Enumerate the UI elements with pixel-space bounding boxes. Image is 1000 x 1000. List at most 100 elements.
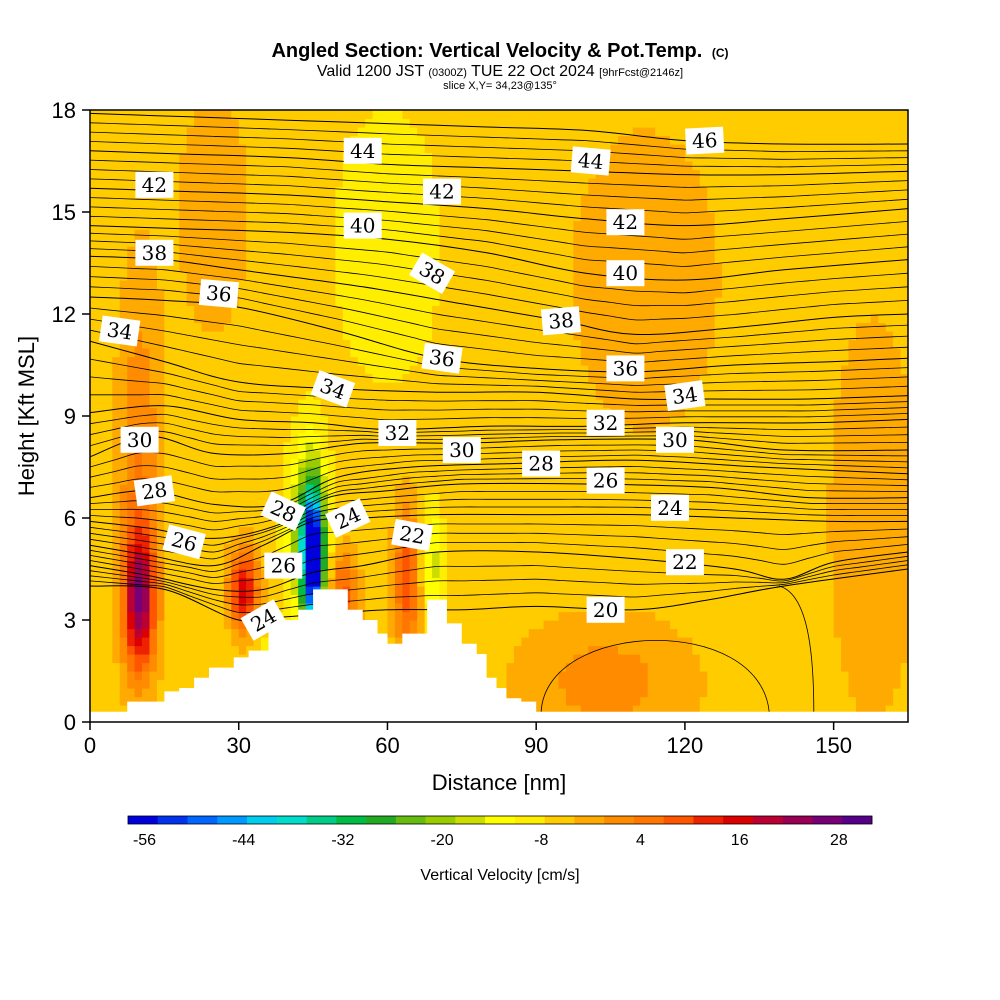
velocity-cell: [164, 679, 173, 689]
velocity-cell: [499, 518, 508, 528]
velocity-cell: [171, 611, 180, 621]
velocity-cell: [112, 458, 121, 468]
velocity-cell: [573, 535, 582, 545]
velocity-cell: [484, 441, 493, 451]
velocity-cell: [365, 356, 374, 366]
velocity-cell: [580, 603, 589, 613]
velocity-cell: [528, 195, 537, 205]
velocity-cell: [164, 467, 173, 477]
velocity-cell: [499, 186, 508, 196]
velocity-cell: [603, 688, 612, 698]
velocity-cell: [305, 373, 314, 383]
velocity-cell: [216, 331, 225, 341]
velocity-cell: [164, 314, 173, 324]
velocity-cell: [246, 314, 255, 324]
velocity-cell: [439, 424, 448, 434]
velocity-cell: [513, 688, 522, 698]
velocity-cell: [320, 365, 329, 375]
velocity-cell: [104, 560, 113, 570]
velocity-cell: [402, 297, 411, 307]
velocity-cell: [513, 110, 522, 120]
velocity-cell: [588, 118, 597, 128]
velocity-cell: [246, 348, 255, 358]
velocity-cell: [499, 526, 508, 536]
velocity-cell: [320, 543, 329, 553]
velocity-cell: [484, 467, 493, 477]
velocity-cell: [164, 569, 173, 579]
velocity-cell: [327, 280, 336, 290]
velocity-cell: [365, 450, 374, 460]
velocity-cell: [142, 118, 151, 128]
velocity-cell: [112, 688, 121, 698]
velocity-cell: [335, 484, 344, 494]
velocity-cell: [491, 203, 500, 213]
velocity-cell: [409, 280, 418, 290]
velocity-cell: [90, 501, 99, 511]
velocity-cell: [580, 679, 589, 689]
velocity-cell: [127, 552, 136, 562]
velocity-cell: [186, 212, 195, 222]
velocity-cell: [469, 220, 478, 230]
velocity-cell: [164, 331, 173, 341]
velocity-cell: [365, 586, 374, 596]
velocity-cell: [424, 433, 433, 443]
velocity-cell: [208, 178, 218, 188]
velocity-cell: [372, 203, 381, 213]
velocity-cell: [134, 654, 143, 664]
velocity-cell: [521, 271, 530, 281]
velocity-cell: [335, 186, 344, 196]
velocity-cell: [149, 288, 158, 298]
velocity-cell: [528, 543, 537, 553]
velocity-cell: [313, 297, 322, 307]
velocity-cell: [112, 305, 121, 315]
velocity-cell: [409, 569, 418, 579]
velocity-cell: [283, 203, 292, 213]
velocity-cell: [164, 518, 173, 528]
velocity-cell: [357, 424, 366, 434]
velocity-cell: [521, 390, 530, 400]
velocity-cell: [372, 552, 381, 562]
velocity-cell: [558, 705, 567, 715]
velocity-cell: [290, 373, 299, 383]
velocity-cell: [521, 569, 530, 579]
velocity-cell: [499, 263, 508, 273]
velocity-cell: [543, 416, 552, 426]
velocity-cell: [119, 645, 128, 655]
velocity-cell: [506, 535, 515, 545]
velocity-cell: [357, 458, 366, 468]
velocity-cell: [417, 569, 426, 579]
velocity-cell: [558, 450, 567, 460]
velocity-cell: [313, 195, 322, 205]
velocity-cell: [432, 237, 441, 247]
velocity-cell: [350, 484, 359, 494]
velocity-cell: [179, 501, 188, 511]
velocity-cell: [551, 399, 560, 409]
velocity-cell: [275, 220, 284, 230]
velocity-cell: [290, 203, 299, 213]
velocity-cell: [268, 271, 277, 281]
velocity-cell: [528, 178, 537, 188]
velocity-cell: [469, 535, 478, 545]
velocity-cell: [380, 407, 389, 417]
velocity-cell: [156, 603, 165, 613]
velocity-cell: [461, 135, 470, 145]
velocity-cell: [119, 688, 128, 698]
velocity-cell: [357, 322, 366, 332]
velocity-cell: [394, 356, 403, 366]
velocity-cell: [439, 135, 448, 145]
velocity-cell: [543, 297, 552, 307]
velocity-cell: [335, 280, 344, 290]
velocity-cell: [201, 161, 210, 171]
velocity-cell: [603, 586, 612, 596]
velocity-cell: [216, 271, 225, 281]
velocity-cell: [186, 441, 195, 451]
velocity-cell: [305, 424, 314, 434]
velocity-cell: [268, 339, 277, 349]
velocity-cell: [238, 322, 247, 332]
velocity-cell: [156, 135, 165, 145]
velocity-cell: [305, 586, 314, 596]
velocity-cell: [216, 365, 225, 375]
velocity-cell: [565, 467, 574, 477]
velocity-cell: [298, 603, 307, 613]
velocity-cell: [142, 110, 151, 120]
